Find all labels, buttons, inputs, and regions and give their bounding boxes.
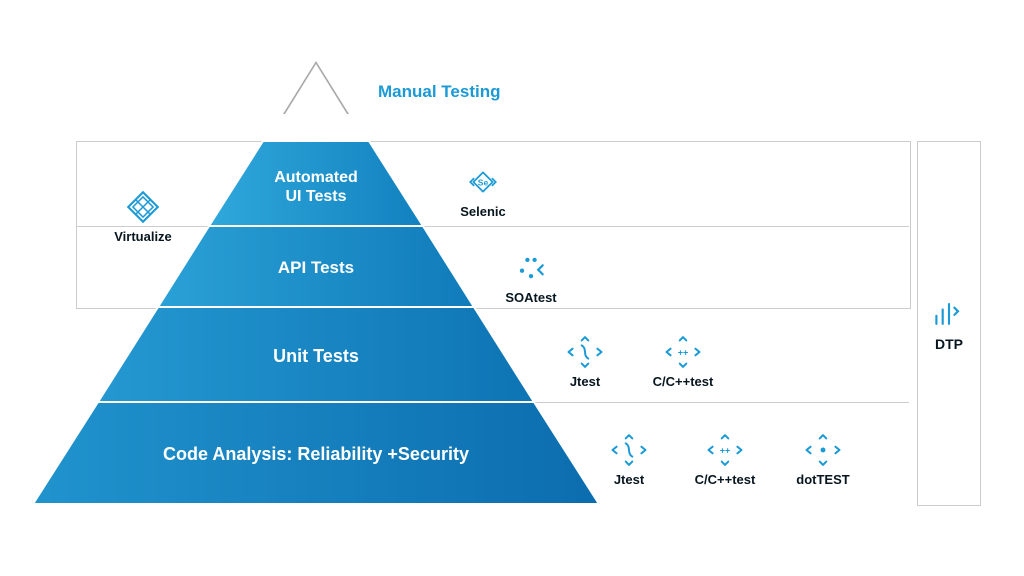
pyramid-layer-label: Automated UI Tests	[209, 168, 423, 206]
product-label: C/C++test	[695, 472, 756, 487]
svg-text:Se: Se	[478, 177, 489, 187]
jtest-icon	[610, 432, 648, 468]
dtp-label: DTP	[935, 336, 963, 352]
pyramid-layer-code: Code Analysis: Reliability +Security	[33, 402, 599, 504]
cap-triangle-fill	[285, 64, 347, 114]
jtest-icon	[566, 334, 604, 370]
product-jtest: Jtest	[584, 432, 674, 487]
dtp-icon	[930, 296, 968, 332]
product-jtest: Jtest	[540, 334, 630, 389]
svg-text:++: ++	[720, 445, 731, 455]
product-dottest: dotTEST	[778, 432, 868, 487]
cpptest-icon: ++	[706, 432, 744, 468]
pyramid-layer-label: Code Analysis: Reliability +Security	[33, 444, 599, 466]
product-c-c-test: ++ C/C++test	[680, 432, 770, 487]
selenic-icon: Se	[464, 164, 502, 200]
product-label: Virtualize	[114, 229, 172, 244]
pyramid-layer-label: Unit Tests	[98, 346, 534, 368]
product-label: Jtest	[614, 472, 644, 487]
pyramid-layer-label: API Tests	[158, 258, 474, 278]
manual-testing-title: Manual Testing	[378, 82, 500, 102]
soatest-icon	[512, 250, 550, 286]
product-label: C/C++test	[653, 374, 714, 389]
pyramid-layer-api: API Tests	[158, 226, 474, 307]
product-label: Selenic	[460, 204, 506, 219]
virtualize-icon	[124, 189, 162, 225]
product-label: SOAtest	[505, 290, 556, 305]
product-soatest: SOAtest	[486, 250, 576, 305]
product-virtualize: Virtualize	[98, 189, 188, 244]
product-label: dotTEST	[796, 472, 849, 487]
cpptest-icon: ++	[664, 334, 702, 370]
svg-text:++: ++	[678, 347, 689, 357]
diagram-canvas: Manual Testing Automated UI Tests API Tes…	[0, 0, 1024, 576]
pyramid-layer-unit: Unit Tests	[98, 307, 534, 402]
product-c-c-test: ++ C/C++test	[638, 334, 728, 389]
product-label: Jtest	[570, 374, 600, 389]
product-selenic: Se Selenic	[438, 164, 528, 219]
dtp-side-box: DTP	[917, 141, 981, 506]
dottest-icon	[804, 432, 842, 468]
pyramid-layer-automated-ui: Automated UI Tests	[209, 141, 423, 226]
